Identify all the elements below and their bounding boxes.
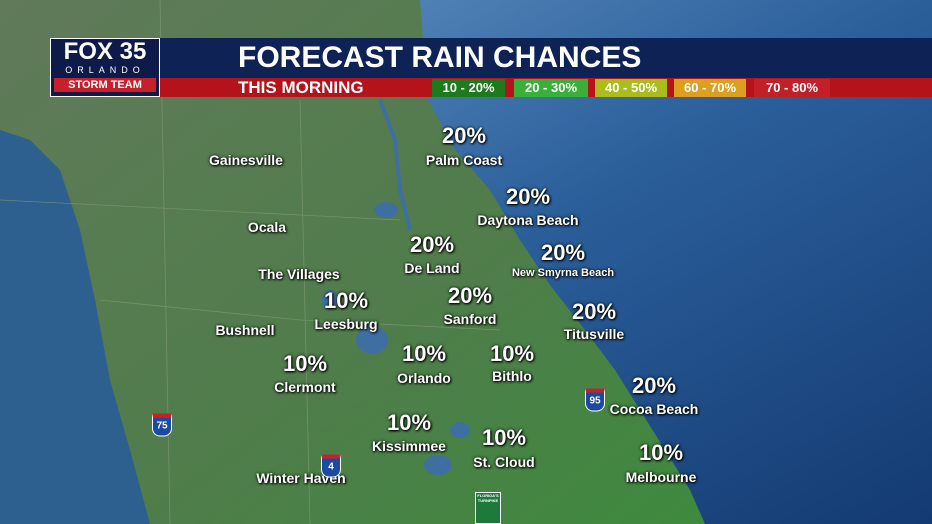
title: FORECAST RAIN CHANCES	[238, 41, 642, 74]
city-name: Bithlo	[492, 368, 532, 384]
lake	[356, 326, 388, 354]
subtitle: THIS MORNING	[238, 78, 364, 97]
city-name: Palm Coast	[425, 152, 503, 168]
rain-chance: 20%	[631, 373, 677, 398]
city-name: New Smyrna Beach	[511, 267, 615, 279]
river	[378, 99, 412, 231]
rain-chance: 10%	[481, 425, 527, 450]
rain-chance: 10%	[282, 351, 328, 376]
turnpike-sign: FLORIDA'S TURNPIKE	[475, 492, 501, 524]
city-name: Daytona Beach	[477, 212, 579, 228]
city-name: Titusville	[563, 326, 625, 342]
highway-shield: 95	[585, 388, 605, 412]
place-name: Ocala	[247, 219, 287, 235]
legend-item: 20 - 30%	[514, 79, 588, 97]
rain-chance: 10%	[323, 288, 369, 313]
lake	[424, 455, 452, 475]
city-name: Orlando	[397, 370, 451, 386]
city-name: De Land	[404, 260, 460, 276]
city-name: Melbourne	[625, 469, 697, 485]
place-name: The Villages	[258, 266, 340, 282]
rain-chance: 20%	[505, 184, 551, 209]
city-name: Leesburg	[314, 316, 378, 332]
rain-chance: 20%	[409, 232, 455, 257]
rain-chance: 10%	[401, 341, 447, 366]
lake	[450, 422, 470, 438]
rain-chance: 20%	[447, 283, 493, 308]
highway-shield: 4	[321, 454, 341, 478]
city-name: Sanford	[443, 311, 497, 327]
lake	[374, 202, 398, 218]
rain-chance: 20%	[540, 240, 586, 265]
station: FOX 35	[63, 38, 147, 65]
rain-chance: 20%	[571, 299, 617, 324]
logo: FOX 35 ORLANDO STORM TEAM	[50, 38, 160, 97]
city-name: Clermont	[274, 379, 336, 395]
city-name: Kissimmee	[372, 438, 446, 454]
legend-item: 60 - 70%	[674, 79, 746, 97]
title-bar: FORECAST RAIN CHANCES	[160, 38, 932, 78]
boundaries	[0, 0, 501, 524]
place-name: Gainesville	[209, 152, 283, 168]
team: STORM TEAM	[54, 78, 156, 92]
highway-shield: 75	[152, 413, 172, 437]
legend-item: 10 - 20%	[432, 79, 505, 97]
place-name: Bushnell	[215, 322, 275, 338]
city-name: St. Cloud	[473, 454, 535, 470]
city-name: Cocoa Beach	[609, 401, 699, 417]
rain-chance: 20%	[441, 123, 487, 148]
lake	[322, 290, 338, 310]
land	[0, 0, 705, 524]
rain-chance: 10%	[638, 440, 684, 465]
legend-item: 40 - 50%	[595, 79, 667, 97]
city: ORLANDO	[65, 65, 145, 75]
gulf	[0, 130, 150, 524]
rain-chance: 10%	[489, 341, 535, 366]
rain-chance: 10%	[386, 410, 432, 435]
legend-item: 70 - 80%	[754, 79, 830, 97]
